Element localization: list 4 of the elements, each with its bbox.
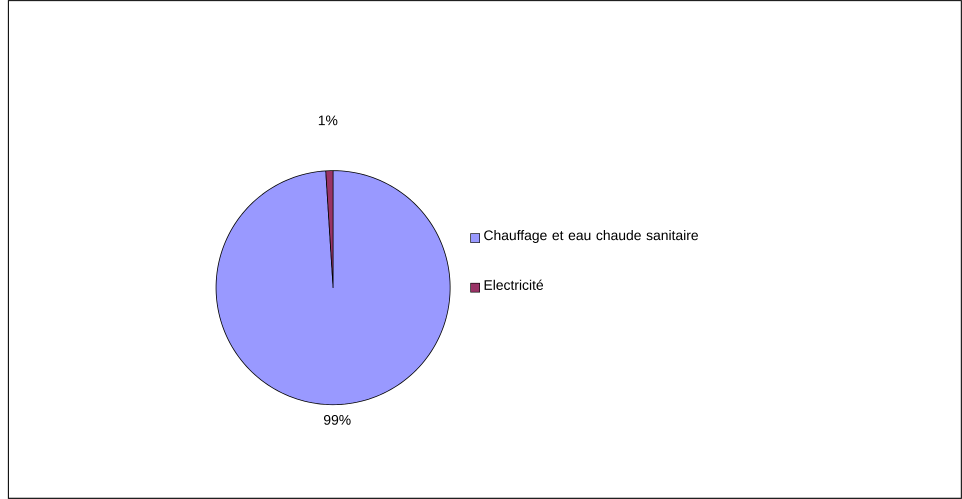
- data-label: 1%: [318, 116, 338, 126]
- legend-label: Chauffage et eau chaude sanitaire: [484, 230, 698, 243]
- data-label: 99%: [324, 414, 351, 425]
- legend-label: Electricité: [484, 280, 544, 290]
